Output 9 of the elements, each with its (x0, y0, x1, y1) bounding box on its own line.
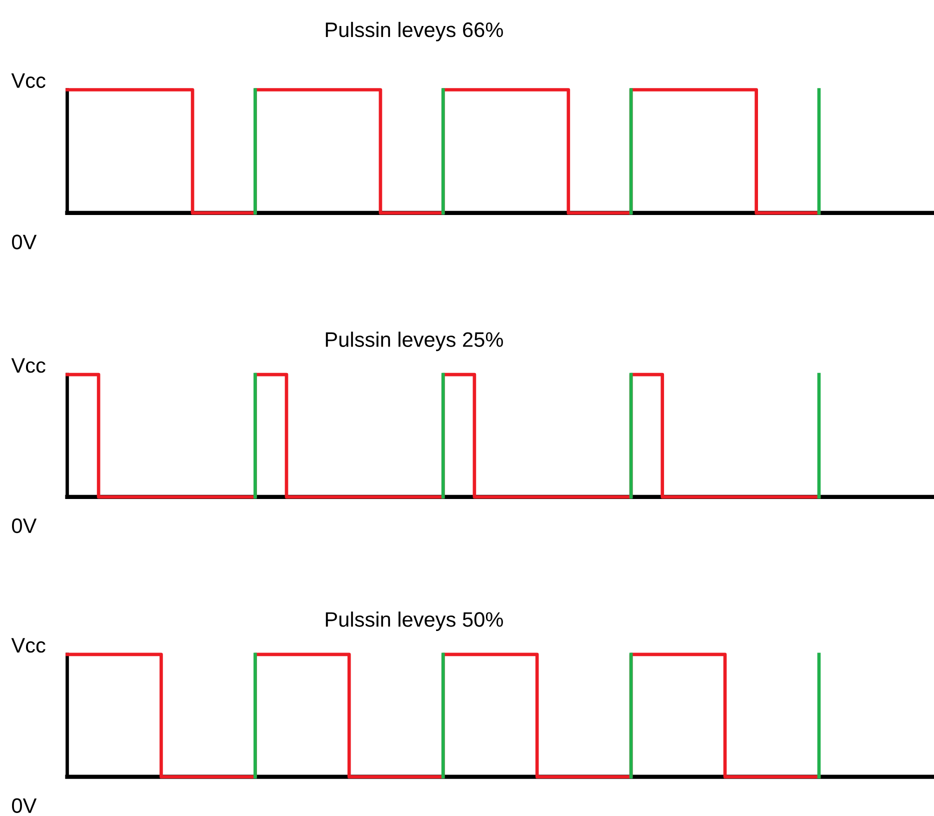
text: Vcc (11, 358, 46, 373)
chart-title: Pulssin leveys 25% (326, 332, 503, 352)
chart-title: Pulssin leveys 50% (326, 612, 503, 631)
text: 0V (12, 798, 37, 814)
text: 0V (12, 234, 37, 250)
text: Vcc (11, 73, 46, 88)
text: Vcc (11, 638, 46, 653)
text: 0V (12, 518, 37, 534)
chart-title: Pulssin leveys 66% (326, 22, 503, 42)
